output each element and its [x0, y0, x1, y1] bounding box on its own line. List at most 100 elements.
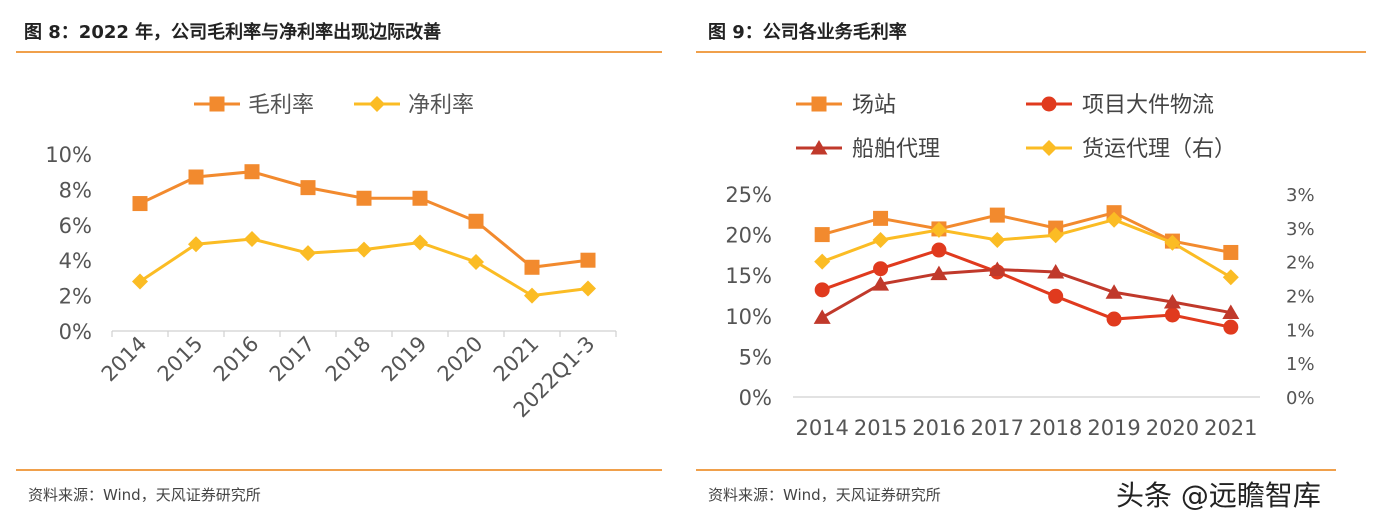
x-tick-label: 2014: [795, 416, 848, 440]
data-point: [1047, 227, 1064, 244]
source-rule: [696, 469, 1336, 471]
data-point: [244, 230, 260, 247]
data-point: [356, 190, 372, 206]
data-point: [814, 227, 830, 243]
margin-line-chart: 0% 2% 4% 6% 8% 10% 2014 2015 2016 2017 2018 2019 202…: [45, 93, 617, 422]
data-point: [813, 309, 831, 324]
data-point: [132, 196, 148, 212]
data-point: [412, 234, 428, 251]
data-point: [1047, 263, 1065, 279]
data-point: [931, 242, 947, 258]
data-point: [300, 180, 316, 196]
chart-title: 图 9：公司各业务毛利率: [708, 22, 907, 43]
data-point: [1163, 293, 1181, 309]
left-chart-panel: 图 8：2022 年，公司毛利率与净利率出现边际改善 0% 2% 4% 6% 8% 10%…: [0, 0, 680, 530]
x-tick-label: 2018: [1029, 416, 1082, 440]
y2-tick-label: 1%: [1286, 320, 1315, 341]
legend-marker: [810, 140, 828, 155]
legend-marker: [1041, 96, 1057, 112]
data-point: [814, 253, 831, 270]
legend-label: 毛利率: [248, 93, 314, 118]
source-note: 资料来源：Wind，天风证券研究所: [708, 486, 941, 504]
source-rule: [16, 469, 662, 471]
source-note: 资料来源：Wind，天风证券研究所: [28, 486, 261, 504]
y-tick-label: 0%: [739, 386, 772, 410]
y-tick-label: 0%: [59, 320, 92, 344]
data-point: [132, 273, 148, 290]
data-point: [524, 287, 540, 304]
x-tick-label: 2020: [433, 332, 488, 387]
legend-marker: [369, 96, 385, 112]
data-point: [524, 259, 540, 275]
x-tick-label: 2016: [912, 416, 965, 440]
x-tick-label: 2020: [1146, 416, 1199, 440]
y-tick-label: 15%: [725, 264, 772, 288]
x-tick-label: 2016: [209, 332, 264, 387]
y2-tick-label: 3%: [1286, 185, 1315, 206]
watermark: 头条 @远瞻智库: [1116, 479, 1321, 512]
x-tick-label: 2017: [971, 416, 1024, 440]
y2-tick-label: 2%: [1286, 287, 1315, 308]
data-point: [412, 190, 428, 206]
y-tick-label: 4%: [59, 249, 92, 273]
legend-label: 船舶代理: [852, 137, 940, 162]
data-point: [188, 169, 204, 185]
x-tick-label: 2019: [377, 332, 432, 387]
y-tick-label: 25%: [725, 183, 772, 207]
legend-label: 项目大件物流: [1082, 93, 1214, 118]
y2-tick-label: 1%: [1286, 354, 1315, 375]
data-point: [244, 164, 260, 180]
x-tick-label: 2019: [1087, 416, 1140, 440]
y-tick-label: 5%: [739, 345, 772, 369]
y2-tick-label: 2%: [1286, 253, 1315, 274]
data-point: [873, 210, 889, 226]
data-point: [1223, 319, 1239, 335]
data-point: [468, 253, 484, 270]
series-line: [821, 218, 1232, 279]
legend-label: 净利率: [408, 93, 474, 118]
data-point: [1106, 211, 1123, 228]
legend-label: 场站: [852, 93, 896, 118]
data-point: [1164, 234, 1181, 251]
data-point: [580, 252, 596, 268]
business-margin-line-chart: 0%5%10%15%20%25%0%1%1%2%2%3%3%2014 2015 20…: [725, 93, 1315, 440]
legend-label: 货运代理（右）: [1082, 137, 1236, 162]
data-point: [989, 207, 1005, 223]
x-tick-label: 2017: [265, 332, 320, 387]
data-point: [1048, 288, 1064, 304]
y-tick-label: 10%: [45, 143, 92, 167]
data-point: [300, 245, 316, 262]
data-point: [356, 241, 372, 258]
data-point: [1222, 269, 1239, 286]
data-point: [580, 280, 596, 297]
chart-title: 图 8：2022 年，公司毛利率与净利率出现边际改善: [24, 22, 442, 43]
y2-tick-label: 3%: [1286, 219, 1315, 240]
data-point: [988, 261, 1006, 277]
title-rule: [16, 51, 662, 53]
x-tick-label: 2021: [1204, 416, 1257, 440]
right-chart-panel: 图 9：公司各业务毛利率 0% 5% 10% 15% 20% 25% 0% 1% 1% 2% 2% 3…: [692, 0, 1384, 530]
data-point: [468, 213, 484, 229]
series-line: [821, 248, 1232, 329]
data-point: [930, 265, 948, 281]
legend-marker: [1041, 140, 1057, 156]
data-point: [930, 221, 947, 238]
y-tick-label: 2%: [59, 285, 92, 309]
y-tick-label: 10%: [725, 305, 772, 329]
series-line: [821, 211, 1232, 254]
y-tick-label: 8%: [59, 178, 92, 202]
y-tick-label: 20%: [725, 224, 772, 248]
data-point: [1106, 311, 1122, 327]
data-point: [1164, 307, 1180, 323]
legend-marker: [209, 96, 225, 112]
series-line: [821, 268, 1232, 319]
data-point: [1223, 244, 1239, 260]
data-point: [873, 261, 889, 277]
data-point: [872, 276, 890, 291]
data-point: [1105, 284, 1123, 299]
data-point: [814, 282, 830, 298]
title-rule: [696, 51, 1366, 53]
data-point: [1222, 304, 1240, 320]
x-tick-label: 2014: [97, 332, 152, 387]
x-tick-label: 2015: [153, 332, 208, 387]
